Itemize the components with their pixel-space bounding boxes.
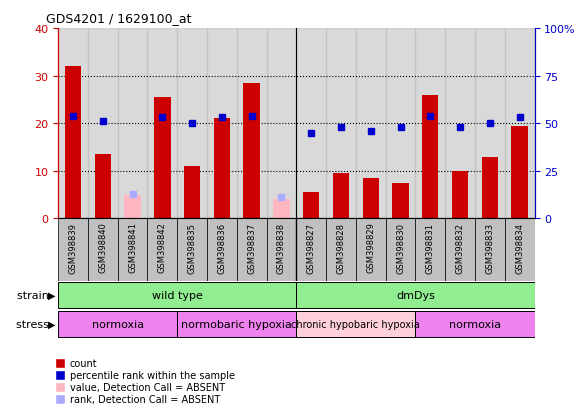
Bar: [148, 219, 177, 281]
Bar: [422, 95, 439, 219]
Bar: [65, 67, 81, 219]
Bar: [415, 311, 535, 337]
Legend: count, percentile rank within the sample, value, Detection Call = ABSENT, rank, : count, percentile rank within the sample…: [51, 355, 239, 408]
Bar: [415, 29, 445, 219]
Bar: [386, 219, 415, 281]
Text: normoxia: normoxia: [449, 319, 501, 329]
Text: normoxia: normoxia: [92, 319, 144, 329]
Bar: [237, 29, 267, 219]
Text: GSM398842: GSM398842: [158, 222, 167, 273]
Bar: [117, 29, 148, 219]
Bar: [326, 29, 356, 219]
Bar: [356, 29, 386, 219]
Bar: [184, 166, 200, 219]
Bar: [445, 219, 475, 281]
Bar: [207, 219, 237, 281]
Bar: [148, 29, 177, 219]
Bar: [326, 219, 356, 281]
Text: wild type: wild type: [152, 290, 203, 300]
Bar: [88, 219, 117, 281]
Bar: [124, 195, 141, 219]
Text: GSM398832: GSM398832: [456, 222, 465, 273]
Bar: [505, 219, 535, 281]
Bar: [177, 29, 207, 219]
Bar: [452, 171, 468, 219]
Bar: [177, 219, 207, 281]
Bar: [356, 219, 386, 281]
Text: GSM398828: GSM398828: [336, 222, 346, 273]
Bar: [214, 119, 230, 219]
Text: GSM398839: GSM398839: [69, 222, 77, 273]
Bar: [363, 178, 379, 219]
Text: chronic hypobaric hypoxia: chronic hypobaric hypoxia: [292, 319, 420, 329]
Bar: [296, 282, 535, 308]
Bar: [475, 219, 505, 281]
Bar: [88, 29, 117, 219]
Bar: [482, 157, 498, 219]
Bar: [58, 311, 177, 337]
Bar: [267, 29, 296, 219]
Text: GSM398840: GSM398840: [98, 222, 107, 273]
Text: GSM398836: GSM398836: [217, 222, 227, 273]
Bar: [237, 219, 267, 281]
Bar: [154, 98, 170, 219]
Bar: [58, 219, 88, 281]
Text: strain: strain: [17, 290, 52, 300]
Bar: [243, 83, 260, 219]
Bar: [445, 29, 475, 219]
Text: GSM398831: GSM398831: [426, 222, 435, 273]
Bar: [511, 126, 528, 219]
Text: GSM398830: GSM398830: [396, 222, 405, 273]
Text: normobaric hypoxia: normobaric hypoxia: [181, 319, 292, 329]
Bar: [117, 219, 148, 281]
Bar: [392, 183, 408, 219]
Text: GSM398837: GSM398837: [247, 222, 256, 273]
Text: GSM398833: GSM398833: [485, 222, 494, 273]
Text: GSM398838: GSM398838: [277, 222, 286, 273]
Bar: [177, 311, 296, 337]
Bar: [273, 200, 289, 219]
Bar: [296, 311, 415, 337]
Text: GSM398835: GSM398835: [188, 222, 196, 273]
Text: ▶: ▶: [48, 319, 55, 329]
Text: stress: stress: [16, 319, 52, 329]
Bar: [415, 219, 445, 281]
Bar: [95, 155, 111, 219]
Bar: [333, 174, 349, 219]
Text: dmDys: dmDys: [396, 290, 435, 300]
Bar: [296, 219, 326, 281]
Bar: [296, 29, 326, 219]
Text: ▶: ▶: [48, 290, 55, 300]
Bar: [303, 193, 320, 219]
Bar: [58, 29, 88, 219]
Bar: [207, 29, 237, 219]
Text: GDS4201 / 1629100_at: GDS4201 / 1629100_at: [46, 12, 192, 25]
Bar: [475, 29, 505, 219]
Text: GSM398841: GSM398841: [128, 222, 137, 273]
Bar: [505, 29, 535, 219]
Text: GSM398827: GSM398827: [307, 222, 315, 273]
Bar: [267, 219, 296, 281]
Text: GSM398834: GSM398834: [515, 222, 524, 273]
Text: GSM398829: GSM398829: [366, 222, 375, 273]
Bar: [58, 282, 296, 308]
Bar: [386, 29, 415, 219]
